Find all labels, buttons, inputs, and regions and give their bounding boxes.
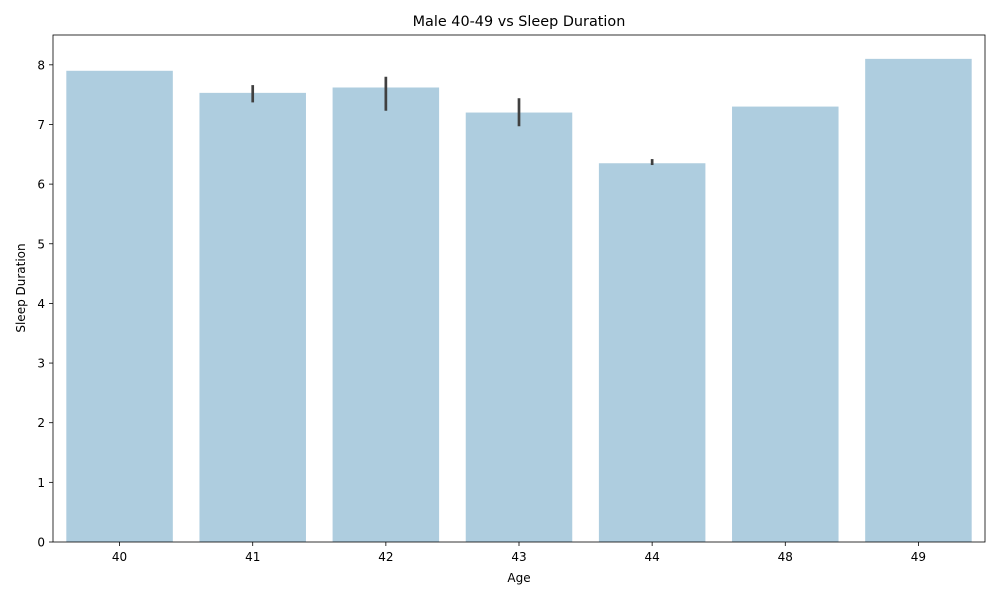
bar-41 <box>199 92 306 542</box>
bar-42 <box>332 87 440 542</box>
bar-43 <box>465 112 573 543</box>
y-tick-label: 3 <box>37 357 45 371</box>
chart-title: Male 40-49 vs Sleep Duration <box>413 14 626 30</box>
x-tick-label: 41 <box>245 550 260 564</box>
x-tick-label: 42 <box>378 550 393 564</box>
bar-49 <box>865 58 972 542</box>
y-tick-label: 6 <box>37 178 45 192</box>
x-tick-label: 43 <box>511 550 526 564</box>
x-tick-label: 49 <box>911 550 926 564</box>
x-tick-label: 40 <box>112 550 127 564</box>
x-axis-label: Age <box>507 571 530 585</box>
bars-layer <box>66 58 972 543</box>
y-tick-label: 8 <box>37 58 45 72</box>
bar-48 <box>732 106 839 542</box>
bar-40 <box>66 70 173 542</box>
y-tick-label: 7 <box>37 118 45 132</box>
y-tick-label: 4 <box>37 297 45 311</box>
y-tick-label: 2 <box>37 416 45 430</box>
y-tick-label: 1 <box>37 476 45 490</box>
ticks-layer: 40 41 42 43 44 48 49 0 1 2 3 4 5 6 7 8 <box>37 58 926 564</box>
x-tick-label: 48 <box>778 550 793 564</box>
errorbars-layer <box>251 76 654 166</box>
y-axis-label: Sleep Duration <box>14 243 28 332</box>
y-tick-label: 0 <box>37 536 45 550</box>
bar-44 <box>598 163 706 542</box>
y-tick-label: 5 <box>37 237 45 251</box>
x-tick-label: 44 <box>645 550 660 564</box>
